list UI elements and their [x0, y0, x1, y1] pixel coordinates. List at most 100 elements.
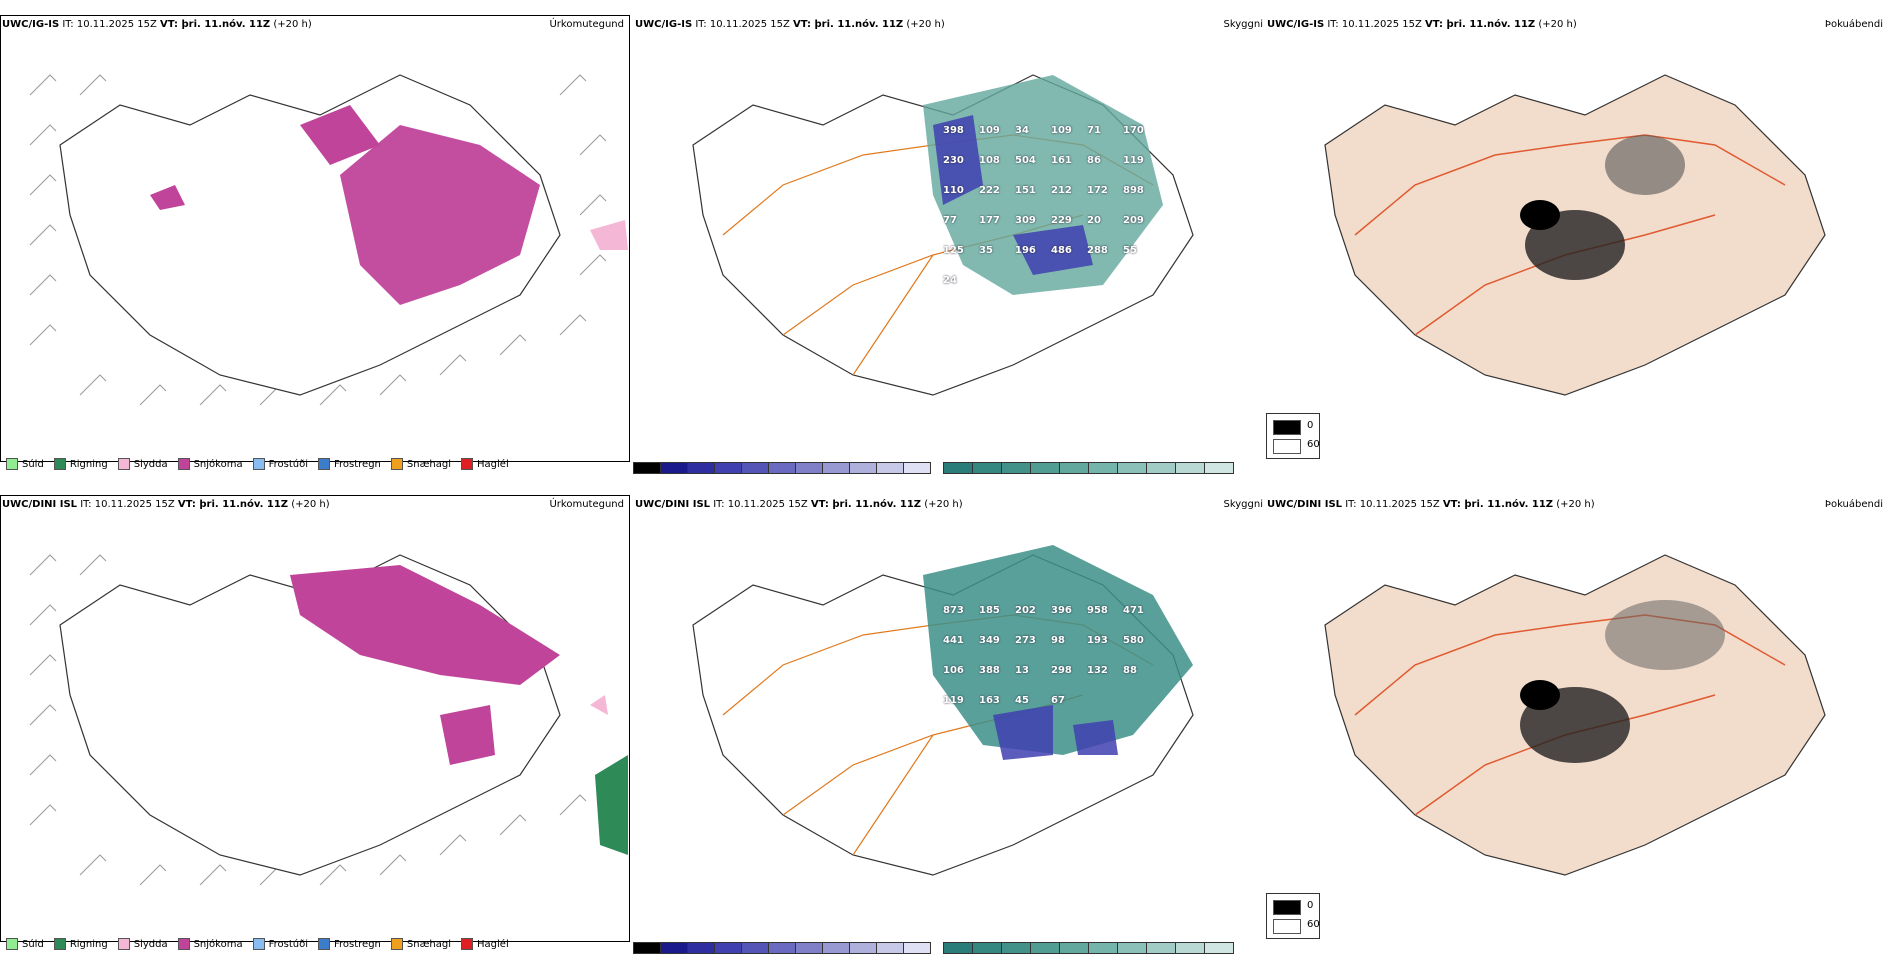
fog-area	[1520, 680, 1560, 710]
model-name: UWC/DINI ISL	[1267, 499, 1343, 510]
fog-area	[1605, 600, 1725, 670]
lead-time: (+20 h)	[921, 499, 963, 510]
visibility-value-label: 177	[979, 215, 1000, 226]
visibility-value-label: 273	[1015, 635, 1036, 646]
colorbar-m-ticks: m 0 200 400 600 800 1000	[633, 478, 941, 480]
panel-header: UWC/DINI ISL IT: 10.11.2025 15Z VT: þri.…	[1267, 499, 1595, 510]
legend-item: Súld	[6, 458, 44, 470]
snow-area	[440, 705, 495, 765]
model-name: UWC/IG-IS	[1267, 19, 1325, 30]
colorbar-m	[633, 942, 933, 956]
visibility-value-label: 202	[1015, 605, 1036, 616]
visibility-value-label: 98	[1051, 635, 1065, 646]
visibility-value-label: 230	[943, 155, 964, 166]
panel-header: UWC/IG-IS IT: 10.11.2025 15Z VT: þri. 11…	[2, 19, 312, 30]
snow-area	[340, 125, 540, 305]
issue-time: IT: 10.11.2025 15Z	[59, 19, 161, 30]
rain-area	[595, 755, 628, 855]
fog-area	[1520, 200, 1560, 230]
lead-time: (+20 h)	[1553, 499, 1595, 510]
iceland-map-visibility	[692, 545, 1194, 876]
visibility-value-label: 396	[1051, 605, 1072, 616]
valid-time: þri. 11.nóv. 11Z	[828, 499, 922, 510]
visibility-value-label: 106	[943, 665, 964, 676]
lead-time: (+20 h)	[270, 19, 312, 30]
visibility-value-label: 109	[1051, 125, 1072, 136]
model-name: UWC/DINI ISL	[2, 499, 78, 510]
visibility-value-label: 88	[1123, 665, 1137, 676]
vt-label: VT:	[1425, 19, 1444, 30]
visibility-value-label: 34	[1015, 125, 1029, 136]
visibility-value-label: 309	[1015, 215, 1036, 226]
legend-item: Haglél	[461, 458, 509, 470]
vt-label: VT:	[177, 499, 196, 510]
visibility-value-label: 212	[1051, 185, 1072, 196]
visibility-value-label: 24	[943, 275, 957, 286]
visibility-value-label: 193	[1087, 635, 1108, 646]
fog-area	[1605, 135, 1685, 195]
legend-item: Frostregn	[318, 458, 381, 470]
iceland-map-fog	[1324, 74, 1826, 396]
visibility-value-label: 161	[1051, 155, 1072, 166]
visibility-value-label: 132	[1087, 665, 1108, 676]
visibility-value-label: 222	[979, 185, 1000, 196]
visibility-area-m	[993, 705, 1118, 760]
visibility-area-m	[933, 115, 1093, 275]
issue-time: IT: 10.11.2025 15Z	[1324, 19, 1426, 30]
legend-item: Snæhagl	[390, 938, 451, 950]
panel-title: Þokuábendi	[1824, 499, 1883, 510]
panel-title: Þokuábendi	[1824, 19, 1883, 30]
valid-time: þri. 11.nóv. 11Z	[1460, 499, 1554, 510]
legend-item: Slydda	[117, 458, 168, 470]
lead-time: (+20 h)	[288, 499, 330, 510]
model-name: UWC/IG-IS	[635, 19, 693, 30]
fog-legend-top: 0 60	[1266, 413, 1320, 459]
vt-label: VT:	[810, 499, 829, 510]
visibility-value-label: 209	[1123, 215, 1144, 226]
visibility-value-label: 163	[979, 695, 1000, 706]
legend-item: Snæhagl	[390, 458, 451, 470]
snow-area	[300, 105, 380, 165]
panel-title: Skyggni	[1223, 499, 1263, 510]
fog-legend-bottom: 0 60	[1266, 893, 1320, 939]
snow-area	[290, 565, 560, 685]
visibility-panel-top: UWC/IG-IS IT: 10.11.2025 15Z VT: þri. 11…	[633, 15, 1263, 480]
legend-item: Frostregn	[318, 938, 381, 950]
valid-time: þri. 11.nóv. 11Z	[811, 19, 904, 30]
panel-header: UWC/IG-IS IT: 10.11.2025 15Z VT: þri. 11…	[635, 19, 945, 30]
legend-item: Snjókoma	[177, 458, 243, 470]
panel-header: UWC/DINI ISL IT: 10.11.2025 15Z VT: þri.…	[2, 499, 330, 510]
precip-type-panel-bottom: UWC/DINI ISL IT: 10.11.2025 15Z VT: þri.…	[0, 495, 630, 960]
visibility-value-label: 109	[979, 125, 1000, 136]
legend-item: Slydda	[117, 938, 168, 950]
model-name: UWC/DINI ISL	[635, 499, 711, 510]
visibility-value-label: 398	[943, 125, 964, 136]
visibility-value-label: 229	[1051, 215, 1072, 226]
legend-item: Rigning	[53, 938, 108, 950]
visibility-panel-bottom: UWC/DINI ISL IT: 10.11.2025 15Z VT: þri.…	[633, 495, 1263, 960]
visibility-value-label: 486	[1051, 245, 1072, 256]
issue-time: IT: 10.11.2025 15Z	[710, 499, 811, 510]
panel-header: UWC/IG-IS IT: 10.11.2025 15Z VT: þri. 11…	[1267, 19, 1577, 30]
visibility-value-label: 958	[1087, 605, 1108, 616]
visibility-value-label: 110	[943, 185, 964, 196]
panel-title: Úrkomutegund	[549, 499, 624, 510]
visibility-value-label: 45	[1015, 695, 1029, 706]
colorbar-m	[633, 462, 933, 476]
colorbar-km	[943, 942, 1243, 956]
visibility-value-label: 172	[1087, 185, 1108, 196]
sleet-area	[590, 695, 608, 715]
visibility-value-label: 86	[1087, 155, 1101, 166]
legend-item: Frostúði	[252, 938, 308, 950]
valid-time: þri. 11.nóv. 11Z	[195, 499, 289, 510]
vt-label: VT:	[1442, 499, 1461, 510]
valid-time: þri. 11.nóv. 11Z	[178, 19, 271, 30]
lead-time: (+20 h)	[903, 19, 945, 30]
visibility-value-label: 108	[979, 155, 1000, 166]
visibility-value-label: 441	[943, 635, 964, 646]
visibility-value-label: 67	[1051, 695, 1065, 706]
visibility-value-label: 388	[979, 665, 1000, 676]
visibility-value-label: 504	[1015, 155, 1036, 166]
panel-title: Skyggni	[1223, 19, 1263, 30]
colorbar-unit: m	[633, 478, 644, 480]
